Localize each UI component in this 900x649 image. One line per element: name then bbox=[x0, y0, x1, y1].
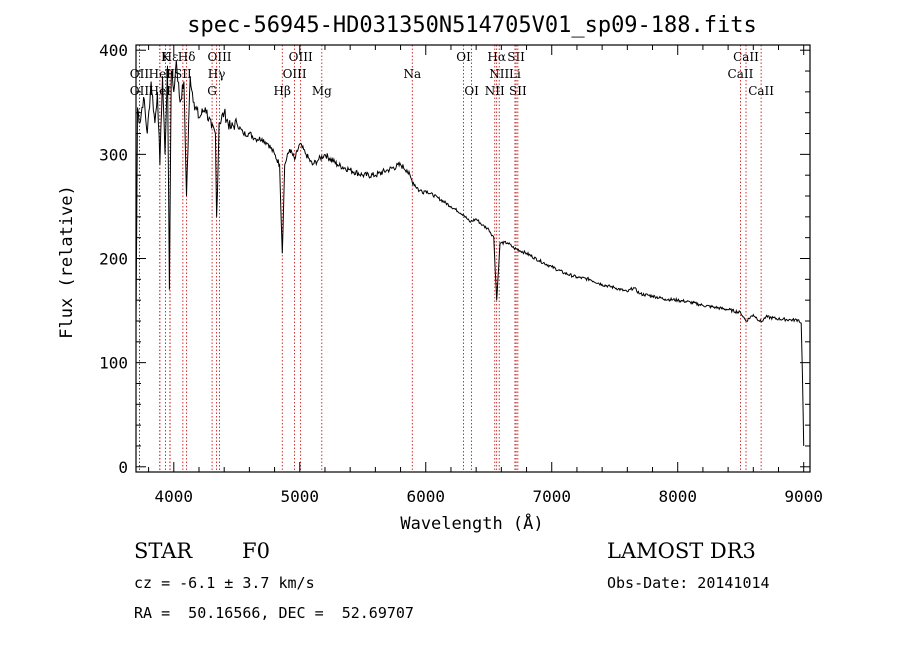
annotation-label-14: Mg bbox=[312, 84, 332, 98]
y-tick-label-0: 0 bbox=[118, 458, 128, 477]
annotation-label-12: CaII bbox=[748, 84, 774, 98]
annotation-label-10: CaII bbox=[733, 50, 759, 64]
annotation-label-19: NII bbox=[489, 67, 509, 81]
plot-frame bbox=[135, 44, 811, 473]
annotation-label-5: OIII bbox=[283, 67, 307, 81]
y-tick-label-2: 200 bbox=[99, 250, 128, 269]
object-subclass: F0 bbox=[242, 539, 270, 563]
line-annotations: Hδ Hβ Hα OIII OIII OIII OI OI SII SII CaII CaII CaII… bbox=[130, 45, 774, 472]
redshift-cz: cz = -6.1 ± 3.7 km/s bbox=[134, 574, 315, 592]
annotation-label-16: G bbox=[207, 84, 217, 98]
y-tick-label-3: 300 bbox=[99, 145, 128, 164]
annotation-label-15: Hγ bbox=[208, 67, 226, 81]
y-tick-label-4: 400 bbox=[99, 41, 128, 60]
annotation-label-7: OI bbox=[464, 84, 479, 98]
y-axis-label: Flux (relative) bbox=[57, 185, 77, 339]
annotation-label-21: Li bbox=[509, 67, 521, 81]
annotation-label-4: OIII bbox=[289, 50, 313, 64]
x-tick-label-3: 7000 bbox=[532, 487, 571, 506]
y-tick-label-1: 100 bbox=[99, 354, 128, 373]
survey-name: LAMOST DR3 bbox=[607, 539, 756, 563]
annotation-label-3: OIII bbox=[207, 50, 231, 64]
annotation-label-11: CaII bbox=[728, 67, 754, 81]
annotation-label-17: K bbox=[161, 50, 171, 64]
x-tick-label-0: 4000 bbox=[155, 487, 194, 506]
x-tick-label-5: 9000 bbox=[784, 487, 823, 506]
series-line-0 bbox=[135, 60, 805, 447]
x-tick-label-2: 6000 bbox=[406, 487, 445, 506]
x-tick-label-1: 5000 bbox=[281, 487, 320, 506]
x-axis-label: Wavelength (Å) bbox=[400, 512, 543, 534]
x-tick-label-4: 8000 bbox=[658, 487, 697, 506]
annotation-label-8: SII bbox=[507, 50, 525, 64]
coordinates: RA = 50.16566, DEC = 52.69707 bbox=[134, 604, 414, 622]
annotation-label-20: NII bbox=[485, 84, 505, 98]
annotation-label-6: OI bbox=[456, 50, 471, 64]
annotation-label-1: Hβ bbox=[274, 84, 291, 98]
annotation-label-26: HeI bbox=[149, 84, 172, 98]
annotation-label-0: Hδ bbox=[178, 50, 196, 64]
object-class: STAR bbox=[134, 539, 193, 563]
x-axis: 4000 5000 6000 7000 8000 9000 bbox=[148, 45, 823, 506]
annotation-label-9: SII bbox=[509, 84, 527, 98]
annotation-label-27: SII bbox=[174, 67, 192, 81]
annotation-label-24: OII bbox=[130, 84, 150, 98]
series-layer bbox=[135, 60, 805, 447]
annotation-label-13: Na bbox=[403, 67, 421, 81]
y-axis: 0 100 200 300 400 bbox=[99, 41, 810, 477]
observation-date: Obs-Date: 20141014 bbox=[607, 574, 770, 592]
chart-title: spec-56945-HD031350N514705V01_sp09-188.f… bbox=[187, 13, 757, 38]
annotation-label-2: Hα bbox=[487, 50, 506, 64]
